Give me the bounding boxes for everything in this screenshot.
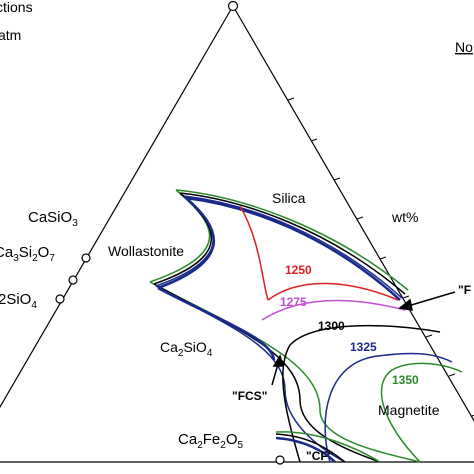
compound-label: Ca2Fe2O5 xyxy=(178,431,244,451)
units: wt% xyxy=(391,209,418,225)
t: O xyxy=(38,244,50,261)
isotherm-label: 1325 xyxy=(350,340,377,354)
magnetite-label: Magnetite xyxy=(378,402,440,418)
t: Fe xyxy=(203,431,221,448)
annotation: "CF" xyxy=(306,449,333,463)
t: 3 xyxy=(13,253,19,264)
isotherm-labels: 1250 1275 1300 1325 1350 xyxy=(280,263,419,387)
t: 2 xyxy=(178,348,184,359)
t: 3 xyxy=(72,218,78,229)
t: SiO xyxy=(183,339,206,355)
compound-label: CaSiO3 xyxy=(28,209,78,229)
annotation: "FCS" xyxy=(232,389,267,403)
t: O xyxy=(226,431,238,448)
t: CaSiO xyxy=(28,209,72,226)
t: Ca xyxy=(160,339,178,355)
triangle-frame xyxy=(0,5,474,463)
annotation: "F xyxy=(458,283,471,297)
t: Ca xyxy=(0,244,14,261)
isotherm-label: 1300 xyxy=(318,319,345,333)
axis-ticks xyxy=(287,97,474,417)
wollastonite-label: Wollastonite xyxy=(108,243,184,259)
compound-label: Ca3Si2O7 xyxy=(0,244,55,264)
isotherm-label: 1275 xyxy=(280,295,307,309)
arrows xyxy=(271,291,456,386)
silica-label: Silica xyxy=(272,190,306,206)
t: Ca xyxy=(178,431,198,448)
t: 2 xyxy=(197,440,203,451)
t: 2SiO xyxy=(0,291,31,308)
t: 7 xyxy=(49,253,55,264)
t: 2 xyxy=(32,253,38,264)
t: Si xyxy=(19,244,32,261)
t: 4 xyxy=(31,300,37,311)
composition-markers xyxy=(55,0,285,465)
note-fragment: No xyxy=(455,39,473,55)
title-fragment: ctions xyxy=(0,0,33,15)
isotherm-label: 1350 xyxy=(392,373,419,387)
subtitle-fragment: atm xyxy=(0,27,21,43)
compound-label: 2SiO4 xyxy=(0,291,37,311)
liquidus-curves xyxy=(149,189,463,463)
ca2sio4-label: Ca2SiO4 xyxy=(160,339,213,359)
isotherm-label: 1250 xyxy=(285,263,312,277)
t: 4 xyxy=(207,348,213,359)
t: 5 xyxy=(238,440,244,451)
t: 2 xyxy=(220,440,226,451)
